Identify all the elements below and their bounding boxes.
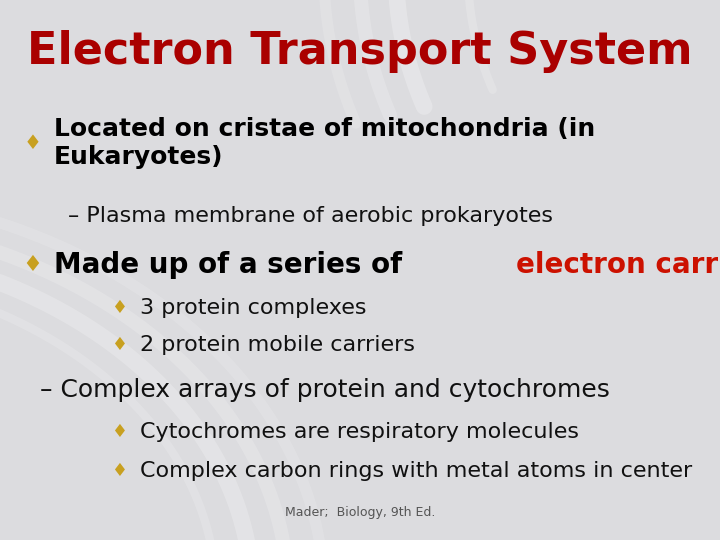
Text: ♦: ♦: [111, 462, 127, 480]
Text: Complex carbon rings with metal atoms in center: Complex carbon rings with metal atoms in…: [140, 461, 693, 481]
Text: Located on cristae of mitochondria (in
Eukaryotes): Located on cristae of mitochondria (in E…: [54, 117, 595, 169]
Text: 2 protein mobile carriers: 2 protein mobile carriers: [140, 334, 415, 355]
Text: ♦: ♦: [22, 254, 42, 275]
Text: – Complex arrays of protein and cytochromes: – Complex arrays of protein and cytochro…: [40, 378, 609, 402]
Text: ♦: ♦: [111, 423, 127, 441]
Text: 3 protein complexes: 3 protein complexes: [140, 298, 367, 318]
Text: Made up of a series of: Made up of a series of: [54, 251, 412, 279]
Text: Cytochromes are respiratory molecules: Cytochromes are respiratory molecules: [140, 422, 580, 442]
Text: ♦: ♦: [24, 133, 41, 153]
Text: Electron Transport System: Electron Transport System: [27, 30, 693, 73]
Text: ♦: ♦: [111, 335, 127, 354]
Text: – Plasma membrane of aerobic prokaryotes: – Plasma membrane of aerobic prokaryotes: [68, 206, 554, 226]
Text: Mader;  Biology, 9th Ed.: Mader; Biology, 9th Ed.: [285, 507, 435, 519]
Text: ♦: ♦: [111, 299, 127, 317]
Text: electron carriers: electron carriers: [516, 251, 720, 279]
